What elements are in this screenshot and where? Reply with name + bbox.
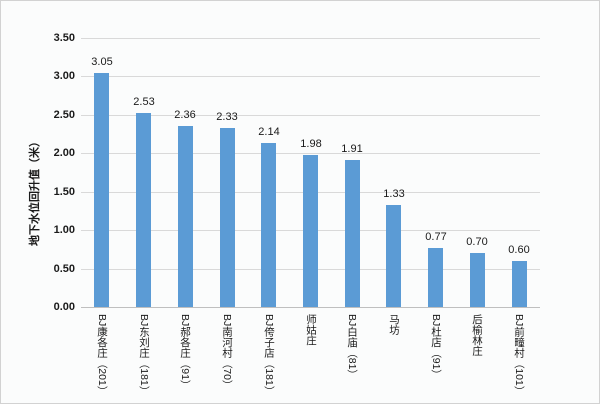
gridline [81,115,540,116]
bar [261,143,276,307]
bar-value-label: 0.77 [425,231,447,243]
bar-value-label: 2.36 [174,109,196,121]
x-axis-category-label: 马坊 [388,314,400,335]
x-axis-category-label: BJ康各庄（201） [96,314,108,397]
bar [386,205,401,307]
gridline [81,76,540,77]
bar [94,73,109,307]
gridline [81,153,540,154]
y-axis-tick-label: 1.00 [53,224,75,236]
y-axis-tick-label: 1.50 [53,186,75,198]
bar [136,113,151,307]
y-axis-tick-label: 2.50 [53,109,75,121]
x-axis-category-label: BJ郝各庄（91） [179,314,191,391]
bar-value-label: 0.70 [466,236,488,248]
y-axis-tick-label: 3.50 [53,32,75,44]
x-axis-category-label: BJ白庙（81） [346,314,358,380]
x-axis-category-label: BJ前疃村（101） [513,314,525,397]
bar [178,126,193,307]
bar [220,128,235,307]
bar-value-label: 1.91 [341,143,363,155]
bar [345,160,360,307]
y-axis-tick-label: 2.00 [53,147,75,159]
y-axis-tick-label: 0.50 [53,263,75,275]
bar-value-label: 2.53 [133,96,155,108]
bar-value-label: 2.33 [216,111,238,123]
y-axis-tick-label: 3.00 [53,70,75,82]
x-axis-category-label: BJ东刘庄（181） [138,314,150,397]
x-axis-category-label: BJ侉子店（181） [263,314,275,397]
x-axis-category-label: 后榆林庄 [471,314,483,356]
bar [303,155,318,307]
x-axis-category-label: BJ南河村（70） [221,314,233,391]
bar [512,261,527,307]
bar [470,253,485,307]
bar [428,248,443,307]
bar-value-label: 2.14 [258,126,280,138]
bar-value-label: 0.60 [508,244,530,256]
x-axis-category-label: BJ杜店（91） [430,314,442,380]
gridline [81,38,540,39]
x-axis-line [81,307,540,308]
x-axis-category-label: 师姑庄 [305,314,317,346]
bar-value-label: 3.05 [91,56,113,68]
bar-value-label: 1.33 [383,188,405,200]
bar-value-label: 1.98 [300,138,322,150]
y-axis-tick-label: 0.00 [53,301,75,313]
